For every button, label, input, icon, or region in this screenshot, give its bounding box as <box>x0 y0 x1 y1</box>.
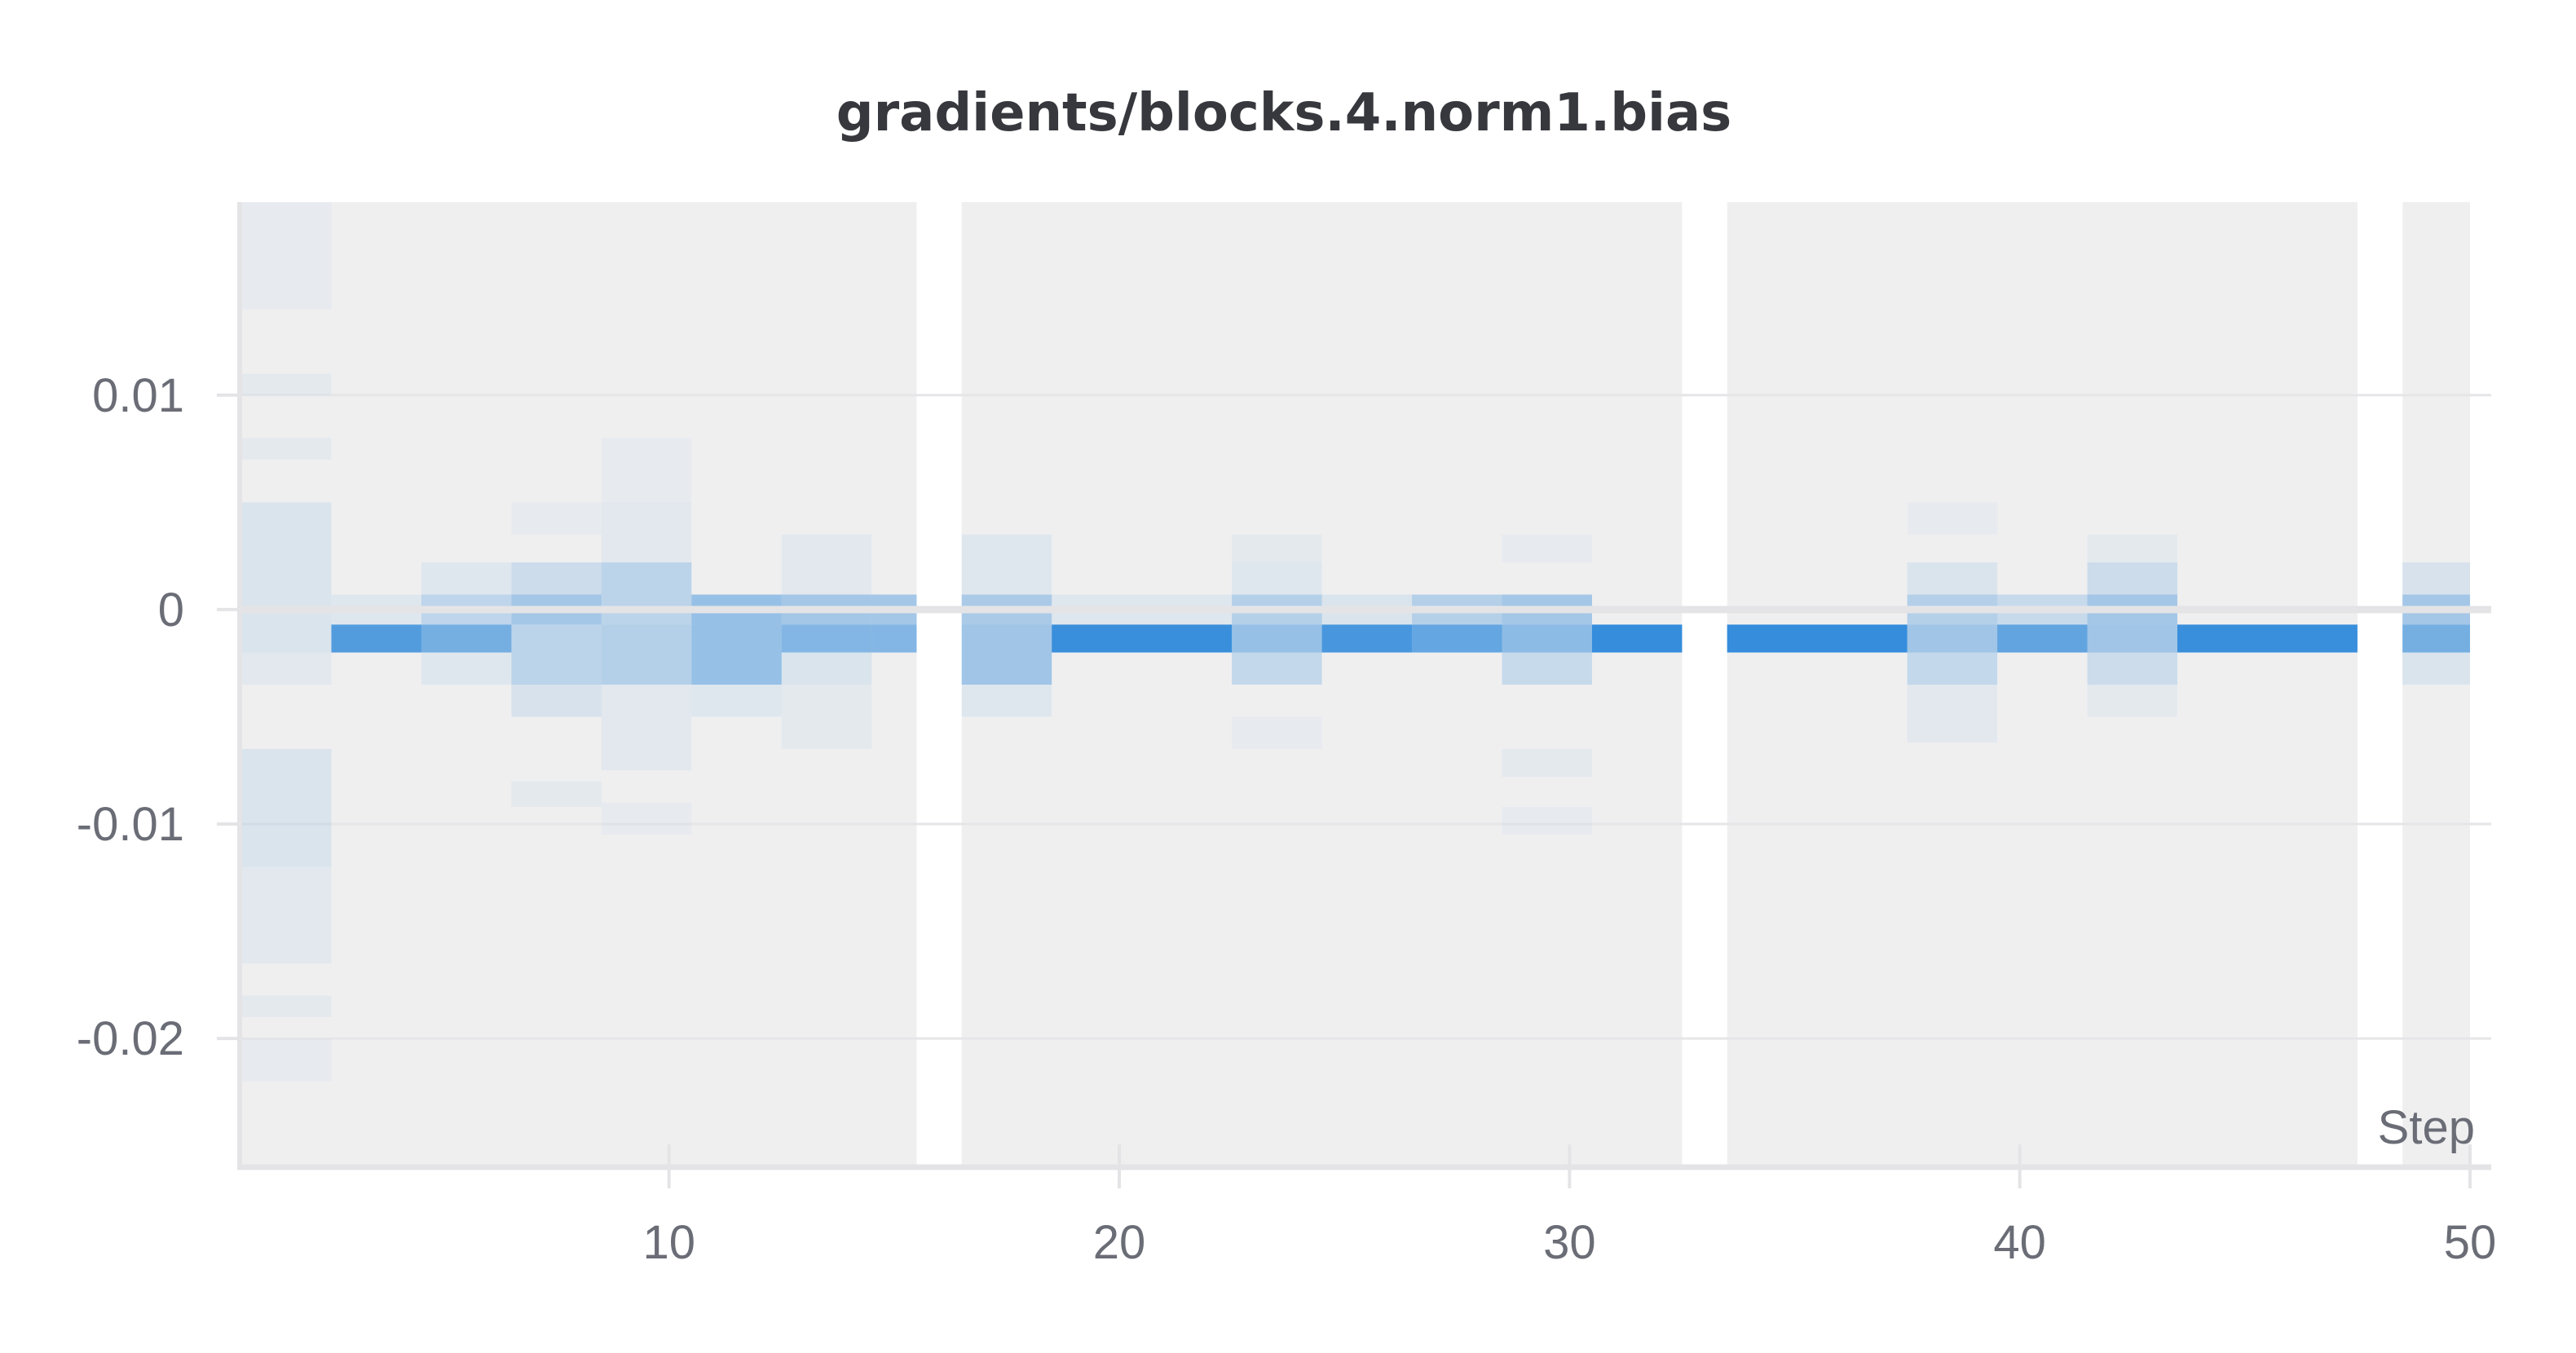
heatmap-cell <box>691 624 782 685</box>
heatmap-cell <box>1321 624 1413 653</box>
x-axis-ticks: 10 20 30 40 50 <box>642 1144 2496 1269</box>
data-segment-background <box>2402 202 2470 1167</box>
heatmap-cell <box>2087 624 2177 653</box>
heatmap-cell <box>241 1038 332 1082</box>
heatmap-cell <box>1907 502 1998 535</box>
heatmap-cell <box>1232 562 1322 595</box>
heatmap-cell <box>1997 624 2088 653</box>
heatmap-cell <box>511 685 602 717</box>
heatmap-cell <box>601 685 692 771</box>
heatmap-cell <box>961 685 1052 717</box>
heatmap-cell <box>2177 624 2358 653</box>
y-axis-ticks: 0.01 0 -0.01 -0.02 <box>77 369 238 1065</box>
heatmap-cell <box>2402 624 2470 653</box>
heatmap-cell <box>2087 562 2177 595</box>
heatmap-cell <box>241 995 332 1017</box>
heatmap-cell <box>1232 624 1322 653</box>
x-tick-label: 40 <box>1993 1216 2046 1269</box>
heatmap-cell <box>1232 534 1322 563</box>
heatmap-cell <box>1591 624 1683 653</box>
heatmap-cells <box>241 202 2470 1082</box>
heatmap-cell <box>961 624 1052 685</box>
heatmap-cell <box>241 502 332 610</box>
heatmap-cell <box>1907 652 1998 685</box>
heatmap-cell <box>2087 652 2177 685</box>
heatmap-cell <box>511 624 602 685</box>
heatmap-cell <box>1232 716 1322 749</box>
heatmap-cell <box>601 802 692 835</box>
heatmap-cell <box>2087 685 2177 717</box>
heatmap-cell <box>961 534 1052 595</box>
heatmap-cell <box>2087 534 2177 563</box>
heatmap-cell <box>241 373 332 395</box>
heatmap-cell <box>511 562 602 595</box>
heatmap-cell <box>1232 652 1322 685</box>
x-tick-label: 50 <box>2444 1216 2497 1269</box>
data-segment-background <box>241 202 917 1167</box>
y-tick-label: -0.01 <box>77 798 184 851</box>
heatmap-cell <box>691 685 782 717</box>
heatmap-cell <box>421 624 512 653</box>
heatmap-cell <box>1502 806 1592 835</box>
heatmap-cell <box>601 562 692 625</box>
heatmap-cell <box>1502 652 1592 685</box>
heatmap-cell <box>781 685 872 749</box>
heatmap-cell <box>2402 562 2470 595</box>
data-segment-background <box>961 202 1683 1167</box>
y-tick-label: 0 <box>158 584 184 637</box>
heatmap-cell <box>241 438 332 460</box>
heatmap-cell <box>1052 624 1233 653</box>
y-tick-label: 0.01 <box>92 369 184 422</box>
heatmap-cell <box>781 652 872 685</box>
heatmap-cell <box>1502 748 1592 778</box>
heatmap-cell <box>241 609 332 653</box>
heatmap-cell <box>601 438 692 503</box>
x-tick-label: 10 <box>642 1216 695 1269</box>
plot-background <box>241 202 2470 1167</box>
heatmap-cell <box>1502 534 1592 563</box>
heatmap-cell <box>1907 685 1998 743</box>
x-tick-label: 30 <box>1543 1216 1596 1269</box>
heatmap-cell <box>241 202 332 310</box>
heatmap-cell <box>511 502 602 535</box>
x-tick-label: 20 <box>1093 1216 1146 1269</box>
heatmap-cell <box>421 652 512 685</box>
data-segment-background <box>1727 202 2358 1167</box>
heatmap-cell <box>601 502 692 563</box>
axes <box>237 202 2491 1170</box>
heatmap-cell <box>1412 624 1502 653</box>
heatmap-cell <box>781 534 872 595</box>
heatmap-cell <box>511 781 602 807</box>
heatmap-cell <box>421 562 512 595</box>
heatmap-cell <box>241 748 332 867</box>
heatmap-cell <box>1907 624 1998 653</box>
heatmap-cell <box>781 624 872 653</box>
heatmap-cell <box>331 624 421 653</box>
heatmap-cell <box>1502 624 1592 653</box>
y-tick-label: -0.02 <box>77 1012 184 1065</box>
x-axis-label: Step <box>2378 1101 2475 1154</box>
heatmap-cell <box>241 866 332 964</box>
heatmap-cell <box>241 652 332 685</box>
heatmap-cell <box>2402 652 2470 685</box>
heatmap-cell <box>871 624 917 653</box>
heatmap-cell <box>1907 562 1998 595</box>
chart-title: gradients/blocks.4.norm1.bias <box>836 83 1731 143</box>
heatmap-cell <box>1727 624 1908 653</box>
heatmap-cell <box>601 624 692 685</box>
